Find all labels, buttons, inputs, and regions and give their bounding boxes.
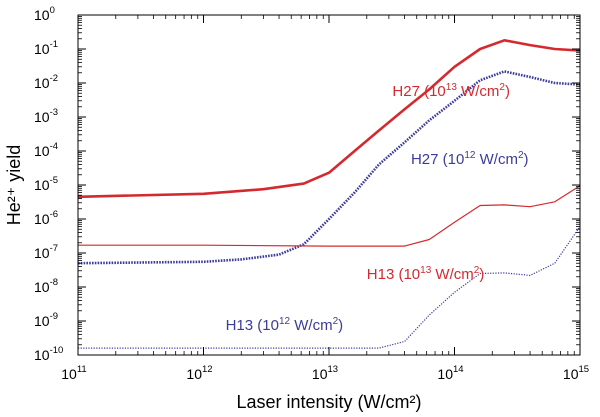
series-line-1 (77, 38, 581, 199)
annot-h27-1e12: H27 (1012 W/cm2) (411, 150, 529, 168)
x-tick-label-4: 1014 (437, 364, 463, 382)
y-tick-label-3: 10-2 (34, 73, 58, 91)
y-tick-label-6: 10-5 (34, 175, 58, 193)
series-line-2 (77, 70, 581, 265)
annot-h13-1e13: H13 (1013 W/cm2) (367, 265, 485, 283)
y-tick-label-10: 10-9 (34, 311, 58, 329)
y-tick-label-2: 10-1 (34, 39, 58, 57)
annotation-layer: H27 (1013 W/cm2) H27 (1012 W/cm2) H13 (101… (226, 82, 529, 334)
x-tick-label-1: 1011 (61, 364, 86, 382)
plot-frame (77, 14, 581, 356)
series-line-4 (78, 226, 581, 349)
y-tick-label-8: 10-7 (34, 243, 58, 261)
annot-h27-1e13: H27 (1013 W/cm2) (392, 82, 510, 100)
annot-h13-1e12: H13 (1012 W/cm2) (226, 316, 344, 334)
x-axis-label: Laser intensity (W/cm²) (236, 392, 421, 412)
y-tick-label-11: 10-10 (34, 345, 63, 363)
y-tick-label-9: 10-8 (34, 277, 58, 295)
x-tick-label-5: 1015 (563, 364, 589, 382)
y-tick-label-5: 10-4 (34, 141, 58, 159)
y-tick-label-1: 100 (34, 5, 55, 23)
y-tick-label-4: 10-3 (34, 107, 58, 125)
x-tick-label-3: 1013 (312, 364, 338, 382)
y-tick-label-7: 10-6 (34, 209, 58, 227)
y-axis-label: He²⁺ yield (4, 145, 24, 226)
series-layer (77, 38, 581, 349)
series-line-3 (78, 185, 581, 247)
ticks-layer: 1011 1012 1013 1014 1015 100 10-1 10-2 10-3 10-4 1… (34, 5, 589, 382)
x-tick-label-2: 1012 (186, 364, 212, 382)
